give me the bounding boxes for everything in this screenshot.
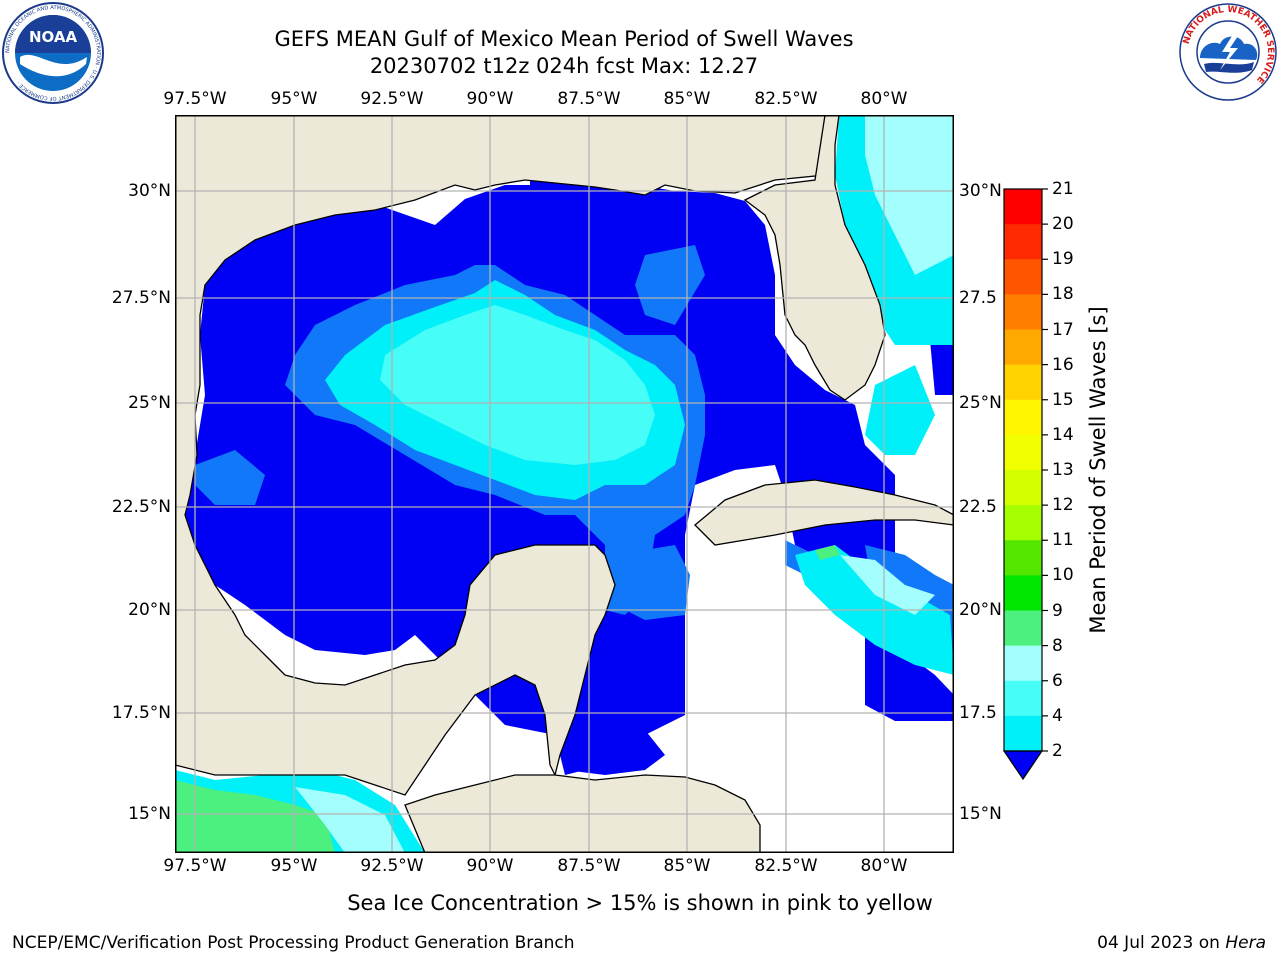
swell-band-4-6s (615, 545, 690, 620)
lon-label: 92.5°W (360, 89, 424, 109)
swell-band-2-4s (865, 635, 954, 721)
swell-band-6-8s (865, 365, 935, 455)
lat-label: 27.5 (959, 288, 997, 308)
lon-label: 87.5°W (557, 89, 621, 109)
colorbar-tick-label: 4 (1052, 705, 1063, 726)
land-cuba (694, 479, 954, 546)
colorbar-tick-label: 19 (1052, 249, 1074, 270)
lat-label: 20°N (959, 600, 1002, 620)
colorbar-segment (1004, 224, 1042, 260)
lon-label: 95°W (270, 856, 318, 876)
lon-label: 95°W (270, 89, 318, 109)
swell-band-pacific (295, 787, 405, 853)
colorbar-tick-label: 10 (1052, 565, 1074, 586)
colorbar-tick-label: 12 (1052, 495, 1074, 516)
lon-label: 85°W (663, 856, 711, 876)
lon-label: 92.5°W (360, 856, 424, 876)
svg-text:NOAA: NOAA (29, 28, 78, 46)
colorbar-segment (1004, 329, 1042, 366)
chart-subtitle: 20230702 t12z 024h fcst Max: 12.27 (369, 54, 759, 78)
lat-label: 22.5 (959, 497, 997, 517)
chart-title: GEFS MEAN Gulf of Mexico Mean Period of … (274, 27, 854, 51)
swell-band-9-10s (815, 545, 840, 560)
colorbar-segment (1004, 575, 1042, 611)
producer-credit: NCEP/EMC/Verification Post Processing Pr… (12, 933, 575, 953)
colorbar-tick-label: 14 (1052, 424, 1074, 445)
lon-label: 82.5°W (754, 856, 818, 876)
colorbar-tick-label: 16 (1052, 354, 1074, 375)
lon-label: 90°W (466, 89, 514, 109)
lon-label: 85°W (663, 89, 711, 109)
colorbar-segment (1004, 399, 1042, 436)
swell-band-pacific (175, 780, 335, 853)
lat-label: 17.5 (959, 703, 997, 723)
colorbar-title: Mean Period of Swell Waves [s] (1086, 306, 1110, 634)
colorbar-segment (1004, 364, 1042, 401)
lat-label: 15°N (959, 804, 1002, 824)
colorbar-tick-label: 6 (1052, 670, 1063, 691)
colorbar-segment (1004, 645, 1042, 682)
colorbar-segment (1004, 505, 1042, 541)
lon-label: 97.5°W (163, 856, 227, 876)
lat-label: 15°N (128, 804, 171, 824)
colorbar-tick-label: 17 (1052, 319, 1074, 340)
gulf-of-mexico-map (175, 115, 954, 853)
lat-label: 22.5°N (111, 497, 171, 517)
colorbar-tick-label: 18 (1052, 284, 1074, 305)
map-frame (175, 115, 954, 853)
lon-label: 87.5°W (557, 856, 621, 876)
swell-band-2-4s (555, 715, 665, 775)
lon-label: 80°W (860, 89, 908, 109)
generation-date-text: 04 Jul 2023 on (1097, 933, 1226, 953)
swell-band-4-6s (195, 450, 265, 505)
swell-band-8-9s (865, 115, 954, 275)
colorbar-tick-label: 15 (1052, 389, 1074, 410)
colorbar-tick-label: 20 (1052, 214, 1074, 235)
lat-label: 25°N (128, 393, 171, 413)
lat-label: 25°N (959, 393, 1002, 413)
lat-label: 20°N (128, 600, 171, 620)
swell-band-8-9s (840, 555, 935, 615)
generation-date: 04 Jul 2023 on Hera (1097, 933, 1266, 953)
colorbar-tick-label: 13 (1052, 460, 1074, 480)
colorbar-segment (1004, 610, 1042, 647)
lon-label: 82.5°W (754, 89, 818, 109)
lon-label: 97.5°W (163, 89, 227, 109)
colorbar (1002, 188, 1048, 781)
colorbar-segment (1004, 259, 1042, 295)
lat-label: 27.5°N (111, 288, 171, 308)
colorbar-segment (1004, 189, 1042, 225)
land-north-america (175, 115, 826, 796)
colorbar-segment (1004, 715, 1042, 752)
sea-ice-note-text: Sea Ice Concentration > 15% is shown in … (347, 891, 933, 915)
nws-logo: NATIONAL WEATHER SERVICE (1179, 3, 1277, 101)
lon-label: 90°W (466, 856, 514, 876)
colorbar-tick-label: 8 (1052, 635, 1063, 656)
colorbar-segment (1004, 470, 1042, 506)
colorbar-segment (1004, 680, 1042, 717)
lat-label: 30°N (959, 181, 1002, 201)
colorbar-tick-label: 9 (1052, 600, 1063, 621)
lon-label: 80°W (860, 856, 908, 876)
colorbar-tick-label: 11 (1052, 530, 1074, 551)
lat-label: 17.5°N (111, 703, 171, 723)
swell-band-8-9s (380, 305, 655, 465)
colorbar-tick-label: 21 (1052, 179, 1074, 199)
land-florida (743, 115, 886, 401)
sea-ice-note: Sea Ice Concentration > 15% is shown in … (0, 891, 1280, 915)
lat-label: 30°N (128, 181, 171, 201)
swell-band-2-4s (930, 340, 954, 395)
colorbar-segment (1004, 540, 1042, 576)
colorbar-extend-min (1002, 750, 1044, 781)
colorbar-tick-label: 2 (1052, 741, 1063, 761)
graticule (175, 115, 954, 853)
noaa-logo: NOAA NATIONAL OCEANIC AND ATMOSPHERIC AD… (2, 2, 104, 104)
colorbar-segment (1004, 434, 1042, 471)
colorbar-segment (1004, 294, 1042, 330)
host-name: Hera (1225, 933, 1266, 953)
